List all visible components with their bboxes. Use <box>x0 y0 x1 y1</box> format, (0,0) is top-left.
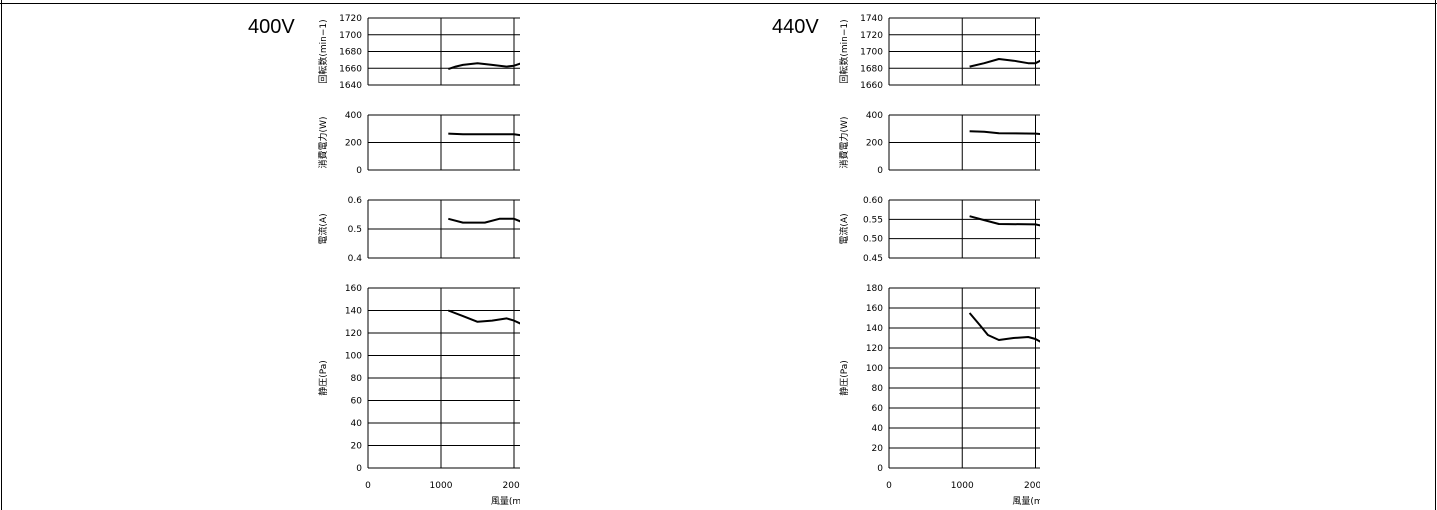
y-tick-label: 0.50 <box>863 235 883 245</box>
y-tick-label: 40 <box>872 424 884 434</box>
series-line-power <box>448 132 520 137</box>
y-tick-label: 1640 <box>339 81 362 91</box>
y-tick-label: 200 <box>345 139 362 149</box>
y-tick-label: 0 <box>356 166 362 176</box>
x-tick-label: 2000 <box>1024 481 1040 491</box>
y-tick-label: 180 <box>866 284 883 294</box>
series-line-speed <box>447 62 520 71</box>
x-tick-label: 1000 <box>430 481 453 491</box>
y-tick-label: 0.45 <box>863 254 883 264</box>
y-tick-label: 80 <box>351 374 363 384</box>
y-tick-label: 1680 <box>860 64 883 74</box>
voltage-label: 440V <box>772 16 819 38</box>
y-tick-label: 400 <box>866 111 883 121</box>
series-line-pressure <box>447 309 520 325</box>
chart-panel-400v: 400V 16401660168017001720回転数(min−1)02004… <box>248 14 520 507</box>
y-axis-label: 静圧(Pa) <box>838 360 850 396</box>
subplot-current: 0.4 0.5 0.6 電流(A) <box>317 196 520 264</box>
y-tick-label: 140 <box>345 307 362 317</box>
y-axis-label: 消費電力(W) <box>838 117 850 169</box>
subplot-pressure: 0 20 40 60 80 100 120 140 160 180 静圧(Pa) <box>838 284 1040 474</box>
y-tick-label: 400 <box>345 111 362 121</box>
y-tick-label: 160 <box>345 284 362 294</box>
subplot-group: 16601680170017201740回転数(min−1)0200400消費電… <box>838 14 1040 491</box>
series-line-current <box>448 217 520 224</box>
y-axis-label: 静圧(Pa) <box>317 360 329 396</box>
subplot-group: 16401660168017001720回転数(min−1)0200400消費電… <box>317 14 520 491</box>
y-tick-label: 0 <box>877 166 883 176</box>
y-tick-label: 0.4 <box>348 254 363 264</box>
y-tick-label: 20 <box>872 444 884 454</box>
y-tick-label: 0.6 <box>348 196 363 206</box>
subplot-pressure: 0 20 40 60 80 100 120 140 160 静圧(Pa) <box>317 284 520 474</box>
series-line-power <box>969 130 1040 136</box>
series-line-current <box>969 215 1040 227</box>
y-tick-label: 0.5 <box>348 225 362 235</box>
x-tick-label: 1000 <box>951 481 974 491</box>
chart-panel-440v: 440V 16601680170017201740回転数(min−1)02004… <box>772 14 1040 507</box>
y-tick-label: 100 <box>866 364 883 374</box>
x-tick-label: 0 <box>365 481 371 491</box>
x-tick-label: 2000 <box>503 481 520 491</box>
x-axis-label: 風量(m³/h) <box>491 496 520 507</box>
y-tick-label: 60 <box>351 397 363 407</box>
subplot-power: 0 200 400 消費電力(W) <box>838 111 1040 176</box>
y-tick-label: 1660 <box>339 64 362 74</box>
y-tick-label: 1660 <box>860 81 883 91</box>
y-tick-label: 1740 <box>860 14 883 24</box>
y-axis-label: 消費電力(W) <box>317 117 329 169</box>
y-tick-label: 40 <box>351 419 363 429</box>
y-tick-label: 0.60 <box>863 196 883 206</box>
y-tick-label: 1720 <box>339 14 362 24</box>
subplot-power: 0 200 400 消費電力(W) <box>317 111 520 176</box>
y-tick-label: 0 <box>877 464 883 474</box>
y-axis-label: 回転数(min−1) <box>838 19 850 83</box>
y-tick-label: 120 <box>345 329 362 339</box>
y-tick-label: 100 <box>345 352 362 362</box>
y-tick-label: 0 <box>356 464 362 474</box>
y-tick-label: 80 <box>872 384 884 394</box>
series-line-speed <box>969 58 1040 68</box>
y-tick-label: 0.55 <box>863 215 883 225</box>
y-axis-label: 電流(A) <box>838 213 850 244</box>
voltage-label: 400V <box>248 16 295 38</box>
y-tick-label: 60 <box>872 404 884 414</box>
subplot-speed: 1640 1660 1680 1700 1720 回転数(min−1) <box>317 14 520 91</box>
subplot-current: 0.45 0.50 0.55 0.60 電流(A) <box>838 196 1040 264</box>
y-axis-label: 電流(A) <box>317 213 329 244</box>
y-tick-label: 1700 <box>339 31 362 41</box>
y-tick-label: 1680 <box>339 48 362 58</box>
y-tick-label: 1720 <box>860 31 883 41</box>
y-tick-label: 200 <box>866 139 883 149</box>
y-tick-label: 160 <box>866 304 883 314</box>
subplot-speed: 1660 1680 1700 1720 1740 回転数(min−1) <box>838 14 1040 91</box>
series-line-pressure <box>968 312 1040 343</box>
y-tick-label: 120 <box>866 344 883 354</box>
y-tick-label: 20 <box>351 442 363 452</box>
x-axis-label: 風量(m³/h) <box>1012 496 1040 507</box>
x-tick-label: 0 <box>886 481 892 491</box>
y-tick-label: 1700 <box>860 48 883 58</box>
y-tick-label: 140 <box>866 324 883 334</box>
y-axis-label: 回転数(min−1) <box>317 19 329 83</box>
